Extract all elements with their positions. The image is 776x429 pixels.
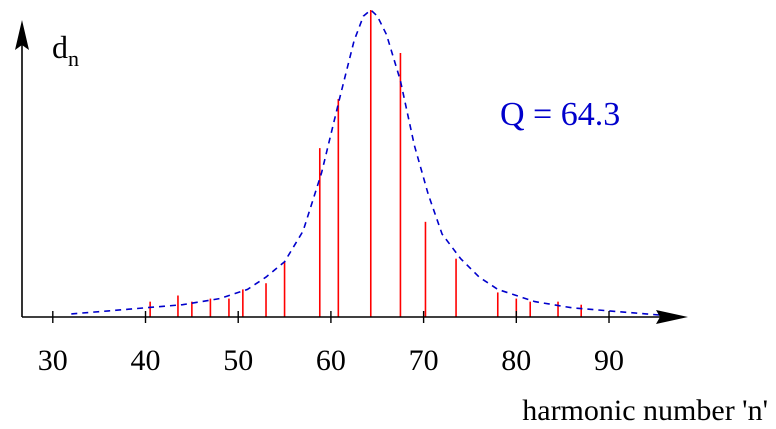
y-axis-label: dn [52,29,79,71]
x-tick-label: 50 [223,344,253,377]
y-axis-arrow [15,20,29,50]
x-axis-arrow [656,310,688,324]
x-tick-label: 70 [409,344,439,377]
x-tick-label: 60 [316,344,346,377]
x-tick-label: 90 [594,344,624,377]
x-tick-label: 40 [131,344,161,377]
envelope-curve [71,8,684,318]
x-tick-label: 30 [38,344,68,377]
q-annotation: Q = 64.3 [500,96,620,133]
stem-bars [149,10,583,317]
x-axis-label: harmonic number 'n' [522,394,768,427]
x-tick-label: 80 [501,344,531,377]
x-ticks: 30 40 50 60 70 80 90 [38,311,624,377]
